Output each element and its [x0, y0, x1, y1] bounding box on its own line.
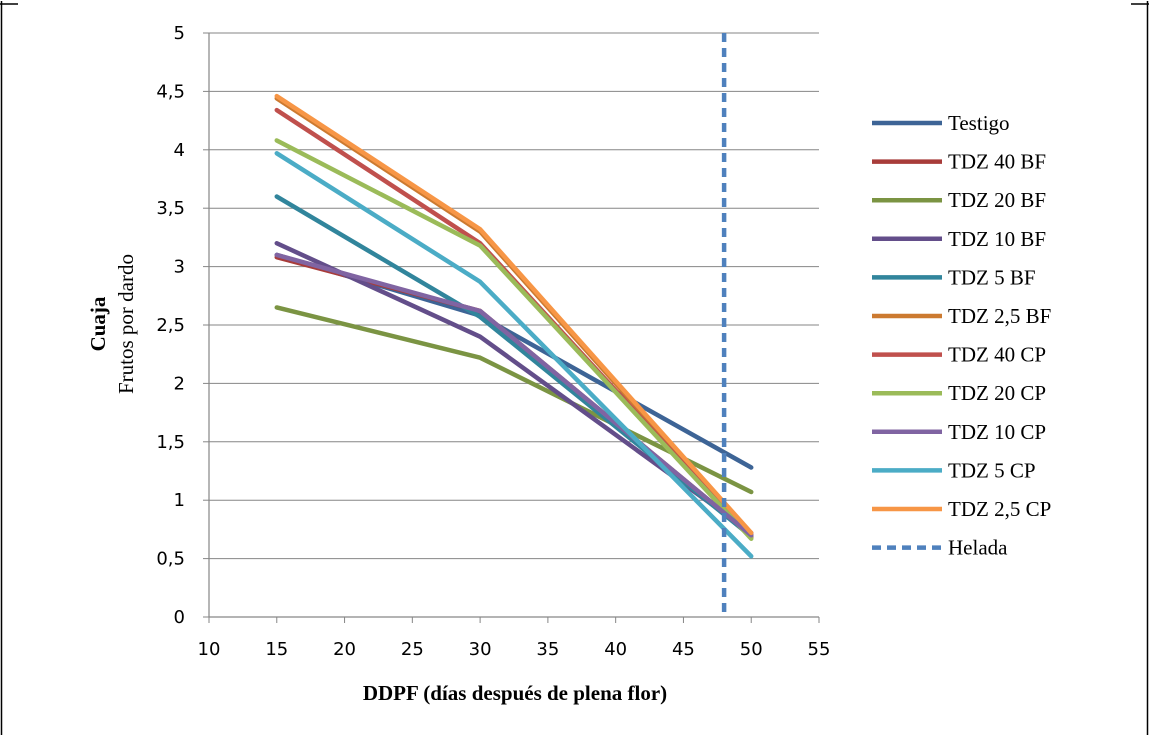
legend-label: TDZ 40 CP	[948, 343, 1046, 367]
y-tick-label: 1,5	[156, 432, 185, 453]
legend-label: TDZ 10 BF	[948, 227, 1046, 251]
x-tick-label: 10	[198, 639, 221, 660]
series-line-2	[274, 255, 754, 538]
y-tick-label: 4,5	[156, 81, 185, 102]
series-line-3	[274, 305, 754, 495]
y-tick-label: 3,5	[156, 198, 185, 219]
series-lines	[274, 93, 754, 559]
x-tick-labels: 10 15 20 25 30 35 40 45 50 55	[198, 639, 831, 660]
y-axis-title-bold: Cuaja	[86, 296, 110, 351]
y-tick-label: 2	[174, 373, 185, 394]
x-axis-title: DDPF (días después de plena flor)	[363, 681, 667, 705]
series-line-11	[274, 93, 754, 536]
y-tick-label: 1	[174, 490, 185, 511]
legend-label: TDZ 2,5 BF	[948, 304, 1051, 328]
legend-label: TDZ 20 BF	[948, 188, 1046, 212]
grid	[209, 32, 819, 560]
y-tick-label: 2,5	[156, 315, 185, 336]
x-tick-label: 40	[604, 639, 627, 660]
legend: Testigo TDZ 40 BF TDZ 20 BF TDZ 10 BF TDZ 5 …	[872, 111, 1051, 560]
y-tick-label: 3	[174, 257, 185, 278]
y-tick-label: 5	[174, 23, 185, 44]
legend-label: TDZ 5 BF	[948, 265, 1036, 289]
legend-label: TDZ 2,5 CP	[948, 497, 1051, 521]
x-tick-label: 30	[469, 639, 492, 660]
x-tick-label: 55	[808, 639, 831, 660]
y-tick-label: 0	[174, 607, 185, 628]
series-line-10	[274, 151, 754, 559]
y-tick-labels: 0 0,5 1 1,5 2 2,5 3 3,5 4 4,5 5	[156, 23, 185, 628]
x-tick-label: 45	[672, 639, 695, 660]
y-axis-title: Frutos por dardo	[114, 254, 138, 394]
x-tick-label: 20	[333, 639, 356, 660]
series-line-9	[274, 252, 754, 538]
legend-label: Helada	[948, 536, 1008, 560]
series-line-4	[274, 240, 754, 536]
legend-label: TDZ 5 CP	[948, 458, 1036, 482]
legend-label: Testigo	[948, 111, 1010, 135]
y-tick-label: 4	[174, 140, 185, 161]
legend-label: TDZ 10 CP	[948, 420, 1046, 444]
legend-label: TDZ 20 CP	[948, 381, 1046, 405]
axes	[203, 32, 820, 623]
series-line-8	[274, 138, 754, 541]
x-tick-label: 50	[740, 639, 763, 660]
legend-label: TDZ 40 BF	[948, 150, 1046, 174]
x-tick-label: 15	[265, 639, 288, 660]
y-tick-label: 0,5	[156, 549, 185, 570]
x-tick-label: 25	[401, 639, 424, 660]
x-tick-label: 35	[536, 639, 559, 660]
